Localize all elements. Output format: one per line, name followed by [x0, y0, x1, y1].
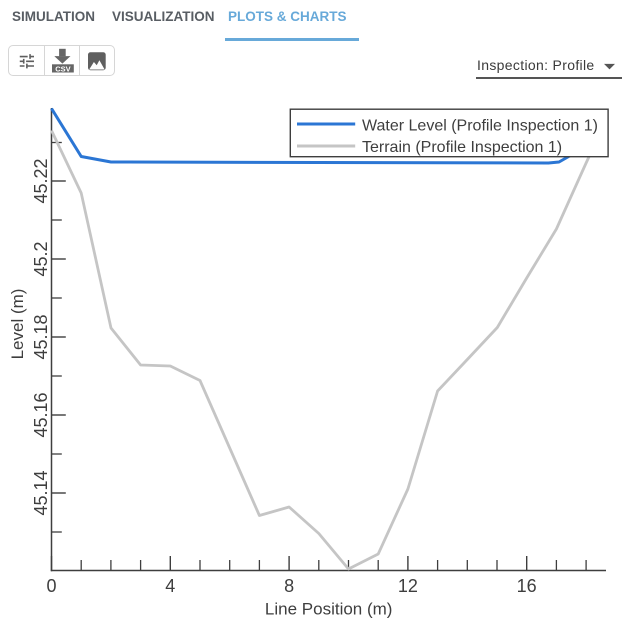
svg-text:16: 16: [517, 576, 537, 596]
svg-text:45.18: 45.18: [31, 314, 51, 359]
svg-text:Terrain (Profile Inspection 1): Terrain (Profile Inspection 1): [362, 139, 562, 156]
svg-text:8: 8: [284, 576, 294, 596]
svg-text:Line Position (m): Line Position (m): [265, 600, 393, 619]
svg-text:CSV: CSV: [55, 64, 70, 73]
svg-text:45.2: 45.2: [31, 241, 51, 276]
svg-text:Water Level (Profile Inspectio: Water Level (Profile Inspection 1): [362, 118, 598, 135]
svg-text:45.22: 45.22: [31, 158, 51, 203]
svg-text:4: 4: [165, 576, 175, 596]
svg-text:45.16: 45.16: [31, 392, 51, 437]
svg-text:0: 0: [46, 576, 56, 596]
svg-text:Level (m): Level (m): [8, 289, 27, 360]
svg-text:45.14: 45.14: [31, 470, 51, 515]
svg-text:12: 12: [398, 576, 418, 596]
